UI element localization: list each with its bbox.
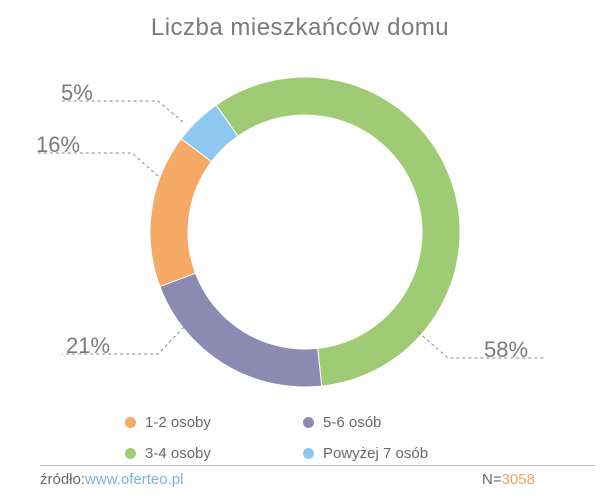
chart-title: Liczba mieszkańców domu: [150, 14, 450, 41]
footer-divider: [40, 465, 595, 466]
footer-source: źródło:www.oferteo.pl: [40, 471, 183, 488]
legend-label-1-2-osoby: 1-2 osoby: [145, 414, 211, 431]
legend-label-3-4-osoby: 3-4 osoby: [145, 445, 211, 462]
leader-line-4: [60, 100, 184, 123]
legend-swatch-5-6-osob: [303, 417, 314, 428]
donut-slice-3: [159, 272, 323, 388]
legend-swatch-1-2-osoby: [125, 417, 136, 428]
donut-slice-1: [149, 138, 213, 288]
leader-line-2: [417, 331, 545, 359]
sample-size-value: 3058: [501, 471, 535, 488]
legend-label-powyzej-7-osob: Powyżej 7 osób: [323, 445, 429, 462]
legend-swatch-3-4-osoby: [125, 448, 136, 459]
source-label: źródło:: [40, 471, 86, 488]
footer-sample-size: N=3058: [482, 471, 535, 488]
legend-item-powyzej-7-osob: Powyżej 7 osób: [303, 445, 483, 462]
legend-label-5-6-osob: 5-6 osób: [323, 414, 382, 431]
legend-item-5-6-osob: 5-6 osób: [303, 414, 483, 431]
source-link[interactable]: www.oferteo.pl: [85, 471, 184, 488]
donut-slice-4: [180, 104, 239, 163]
value-label-4: 5%: [61, 80, 93, 105]
leader-line-3: [62, 322, 189, 355]
legend-item-3-4-osoby: 3-4 osoby: [125, 445, 303, 462]
legend-item-1-2-osoby: 1-2 osoby: [125, 414, 303, 431]
legend-swatch-powyzej-7-osob: [303, 448, 314, 459]
legend: 1-2 osoby 5-6 osób 3-4 osoby Powyżej 7 o…: [125, 414, 485, 462]
value-label-3: 21%: [66, 333, 110, 358]
value-label-2: 58%: [484, 337, 528, 362]
value-label-1: 16%: [36, 132, 80, 157]
donut-slice-2: [215, 76, 461, 387]
sample-size-label: N=: [482, 471, 502, 488]
